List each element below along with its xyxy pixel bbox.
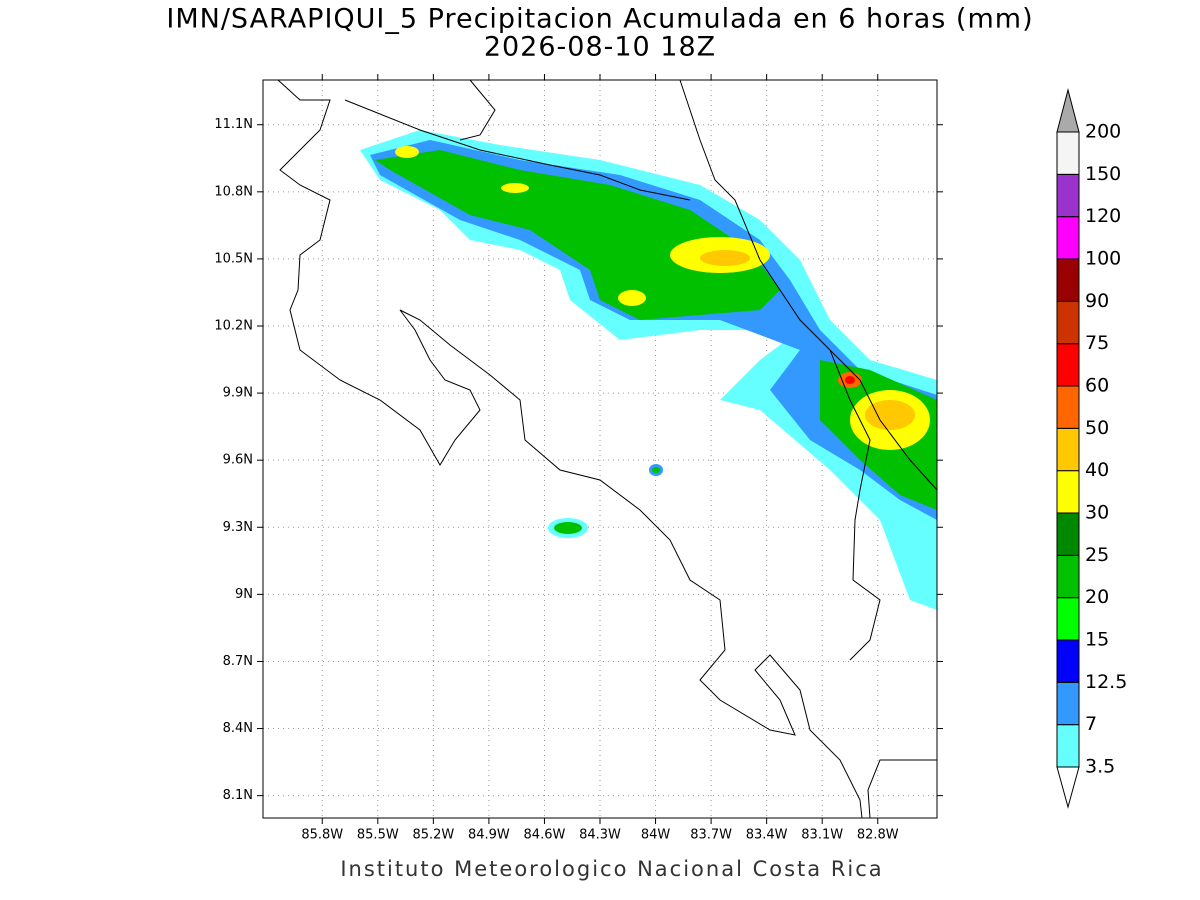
colorbar-label: 7 bbox=[1085, 713, 1097, 735]
y-tick-label: 8.4N bbox=[223, 721, 253, 736]
colorbar-band bbox=[1056, 554, 1080, 599]
y-tick-label: 9N bbox=[235, 587, 253, 602]
colorbar-label: 60 bbox=[1085, 375, 1109, 397]
colorbar-over bbox=[1056, 88, 1080, 133]
y-tick-label: 8.1N bbox=[223, 788, 253, 803]
y-tick-label: 9.3N bbox=[223, 520, 253, 535]
colorbar-band bbox=[1056, 258, 1080, 302]
colorbar-band bbox=[1056, 173, 1080, 218]
colorbar-label: 15 bbox=[1085, 629, 1109, 651]
x-tick-label: 85.2W bbox=[412, 828, 454, 843]
x-tick-label: 84W bbox=[641, 828, 671, 843]
colorbar-label: 40 bbox=[1085, 459, 1109, 481]
colorbar-label: 20 bbox=[1085, 586, 1109, 608]
x-tick-label: 85.8W bbox=[301, 828, 343, 843]
colorbar-label: 50 bbox=[1085, 417, 1109, 439]
y-tick-label: 10.8N bbox=[214, 184, 253, 199]
colorbar-band bbox=[1056, 470, 1080, 514]
colorbar: 3.5 7 12.5 15 20 25 30 40 50 60 75 90 100 120 150 200 bbox=[1056, 88, 1127, 809]
colorbar-band bbox=[1056, 724, 1080, 768]
x-tick-label: 83.7W bbox=[690, 828, 732, 843]
footer: Instituto Meteorologico Nacional Costa R… bbox=[340, 857, 883, 881]
colorbar-band bbox=[1056, 639, 1080, 683]
colorbar-label: 100 bbox=[1085, 248, 1121, 270]
colorbar-band bbox=[1056, 512, 1080, 556]
colorbar-label: 3.5 bbox=[1085, 756, 1115, 778]
colorbar-band bbox=[1056, 427, 1080, 472]
y-tick-label: 10.5N bbox=[214, 251, 253, 266]
colorbar-band bbox=[1056, 300, 1080, 345]
x-tick-label: 84.9W bbox=[468, 828, 510, 843]
y-tick-label: 8.7N bbox=[223, 654, 253, 669]
colorbar-band bbox=[1056, 597, 1080, 641]
colorbar-band bbox=[1056, 681, 1080, 726]
y-tick-label: 9.9N bbox=[223, 386, 253, 401]
x-tick-label: 83.1W bbox=[801, 828, 843, 843]
colorbar-band bbox=[1056, 385, 1080, 429]
x-tick-label: 84.3W bbox=[579, 828, 621, 843]
axes: 85.8W 85.5W 85.2W 84.9W 84.6W 84.3W 84W 83.7W 83… bbox=[214, 74, 943, 843]
grid bbox=[263, 80, 937, 818]
x-tick-label: 83.4W bbox=[746, 828, 788, 843]
x-tick-label: 84.6W bbox=[524, 828, 566, 843]
colorbar-label: 120 bbox=[1085, 205, 1121, 227]
colorbar-label: 75 bbox=[1085, 332, 1109, 354]
colorbar-label: 200 bbox=[1085, 121, 1121, 143]
colorbar-under bbox=[1056, 766, 1080, 809]
precipitation bbox=[360, 130, 937, 610]
coastlines bbox=[277, 79, 938, 819]
colorbar-label: 150 bbox=[1085, 163, 1121, 185]
colorbar-label: 12.5 bbox=[1085, 671, 1127, 693]
x-tick-label: 82.8W bbox=[857, 828, 899, 843]
colorbar-band bbox=[1056, 216, 1080, 260]
y-tick-label: 10.2N bbox=[214, 319, 253, 334]
colorbar-label: 30 bbox=[1085, 502, 1109, 524]
title: IMN/SARAPIQUI_5 Precipitacion Acumulada … bbox=[166, 4, 1033, 35]
y-tick-label: 9.6N bbox=[223, 453, 253, 468]
colorbar-band bbox=[1056, 343, 1080, 387]
colorbar-band bbox=[1056, 131, 1080, 175]
x-tick-label: 85.5W bbox=[357, 828, 399, 843]
y-tick-label: 11.1N bbox=[214, 117, 253, 132]
colorbar-label: 25 bbox=[1085, 544, 1109, 566]
colorbar-label: 90 bbox=[1085, 290, 1109, 312]
subtitle: 2026-08-10 18Z bbox=[484, 32, 716, 63]
